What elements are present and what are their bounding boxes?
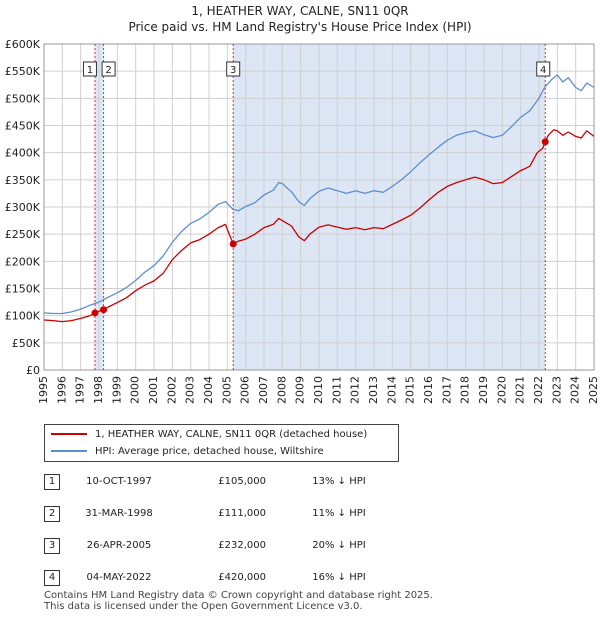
- x-tick-label: 2025: [587, 376, 600, 404]
- sale-label-box: [226, 61, 241, 77]
- sale-point: [91, 309, 99, 317]
- x-tick-label: 2012: [349, 376, 362, 404]
- y-tick-label: £250K: [5, 228, 41, 241]
- y-tick-label: £550K: [5, 65, 41, 78]
- sale-label-box: [536, 61, 551, 77]
- legend-item-hpi: HPI: Average price, detached house, Wilt…: [51, 444, 324, 460]
- legend-swatch-hpi: [51, 450, 87, 452]
- legend: 1, HEATHER WAY, CALNE, SN11 0QR (detache…: [44, 424, 399, 462]
- y-tick-label: £450K: [5, 120, 41, 133]
- chart-title: 1, HEATHER WAY, CALNE, SN11 0QR: [191, 4, 409, 18]
- legend-swatch-property: [51, 433, 87, 435]
- sale-point: [100, 306, 108, 314]
- y-tick-label: £100K: [5, 310, 41, 323]
- sale-price: £111,000: [218, 508, 266, 519]
- sale-label-number: 2: [105, 65, 111, 76]
- table-row: 3 26-APR-2005 £232,000 20% ↓ HPI: [44, 538, 424, 554]
- sale-number-badge: 3: [44, 538, 60, 554]
- sale-label-box: [101, 61, 116, 77]
- property-price-line: [43, 129, 595, 323]
- sale-date: 31-MAR-1998: [85, 508, 153, 519]
- x-tick-label: 2023: [550, 376, 563, 404]
- sale-label-number: 1: [87, 65, 93, 76]
- y-tick-label: £0: [26, 364, 40, 377]
- x-tick-label: 2010: [312, 376, 325, 404]
- y-tick-label: £400K: [5, 147, 41, 160]
- table-row: 1 10-OCT-1997 £105,000 13% ↓ HPI: [44, 474, 424, 490]
- sale-point: [541, 138, 549, 146]
- sale-price: £420,000: [218, 572, 266, 583]
- footer-licence: This data is licensed under the Open Gov…: [44, 601, 363, 612]
- sale-point: [229, 240, 237, 248]
- x-tick-label: 2009: [294, 376, 307, 404]
- x-tick-label: 2007: [257, 376, 270, 404]
- sale-price: £232,000: [218, 540, 266, 551]
- sale-price: £105,000: [218, 476, 266, 487]
- sale-hpi-diff: 11% ↓ HPI: [312, 508, 366, 519]
- x-tick-label: 2021: [514, 376, 527, 404]
- sale-date: 10-OCT-1997: [86, 476, 152, 487]
- x-tick-label: 2017: [440, 376, 453, 404]
- y-tick-label: £200K: [5, 255, 41, 268]
- y-tick-label: £50K: [12, 337, 41, 350]
- x-tick-label: 2008: [275, 376, 288, 404]
- legend-item-property: 1, HEATHER WAY, CALNE, SN11 0QR (detache…: [51, 427, 367, 443]
- x-tick-label: 2000: [129, 376, 142, 404]
- hpi-line: [43, 74, 595, 315]
- sale-label-box: [82, 61, 97, 77]
- sale-number-badge: 1: [44, 474, 60, 490]
- x-tick-label: 2006: [239, 376, 252, 404]
- y-tick-label: £500K: [5, 92, 41, 105]
- x-tick-label: 1999: [110, 376, 123, 404]
- x-tick-label: 2024: [569, 376, 582, 404]
- footer: Contains HM Land Registry data © Crown c…: [44, 590, 433, 612]
- table-row: 4 04-MAY-2022 £420,000 16% ↓ HPI: [44, 570, 424, 586]
- x-tick-label: 2002: [165, 376, 178, 404]
- x-tick-label: 2013: [367, 376, 380, 404]
- y-tick-label: £350K: [5, 174, 41, 187]
- x-tick-label: 1997: [74, 376, 87, 404]
- x-tick-label: 2022: [532, 376, 545, 404]
- x-tick-label: 1995: [37, 376, 50, 404]
- x-tick-label: 1996: [55, 376, 68, 404]
- sale-hpi-diff: 16% ↓ HPI: [312, 572, 366, 583]
- x-tick-label: 2016: [422, 376, 435, 404]
- footer-copyright: Contains HM Land Registry data © Crown c…: [44, 590, 433, 601]
- x-tick-label: 2014: [385, 376, 398, 404]
- x-tick-label: 2015: [404, 376, 417, 404]
- x-tick-label: 2005: [220, 376, 233, 404]
- sale-hpi-diff: 20% ↓ HPI: [312, 540, 366, 551]
- y-tick-label: £600K: [5, 38, 41, 51]
- y-tick-label: £150K: [5, 283, 41, 296]
- price-chart: £0 £50K £100K £150K £200K £250K £300K £350K £400…: [5, 38, 600, 404]
- legend-label-property: 1, HEATHER WAY, CALNE, SN11 0QR (detache…: [95, 429, 368, 440]
- chart-subtitle: Price paid vs. HM Land Registry's House …: [128, 20, 472, 34]
- sale-number-badge: 4: [44, 570, 60, 586]
- x-tick-label: 2020: [495, 376, 508, 404]
- legend-label-hpi: HPI: Average price, detached house, Wilt…: [95, 446, 324, 457]
- x-tick-label: 2019: [477, 376, 490, 404]
- sale-hpi-diff: 13% ↓ HPI: [312, 476, 366, 487]
- sale-label-number: 3: [230, 65, 236, 76]
- x-tick-label: 2003: [184, 376, 197, 404]
- x-tick-label: 2001: [147, 376, 160, 404]
- sale-label-number: 4: [540, 65, 546, 76]
- y-tick-label: £300K: [5, 201, 41, 214]
- plot-border: [43, 43, 595, 371]
- x-tick-label: 2004: [202, 376, 215, 404]
- sale-date: 04-MAY-2022: [86, 572, 152, 583]
- sale-date: 26-APR-2005: [86, 540, 152, 551]
- sale-number-badge: 2: [44, 506, 60, 522]
- x-tick-label: 2018: [459, 376, 472, 404]
- x-tick-label: 1998: [92, 376, 105, 404]
- x-tick-label: 2011: [330, 376, 343, 404]
- table-row: 2 31-MAR-1998 £111,000 11% ↓ HPI: [44, 506, 424, 522]
